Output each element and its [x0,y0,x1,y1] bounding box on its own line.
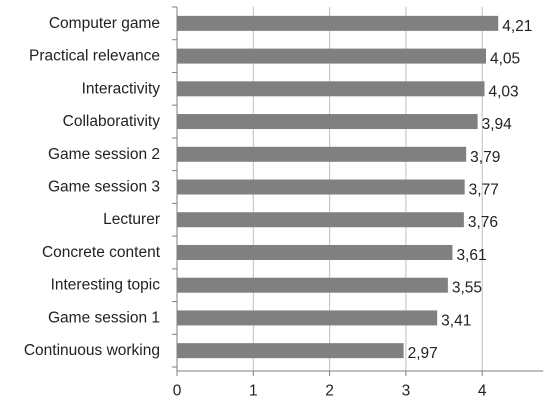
bar [177,114,478,130]
bar [177,343,404,359]
bar [177,179,465,195]
category-label: Lecturer [103,211,160,228]
bar [177,81,485,97]
bar [177,310,438,326]
bars [177,15,499,359]
category-label: Computer game [49,15,160,32]
category-label: Game session 3 [48,179,160,196]
value-label: 3,41 [441,312,471,329]
x-tick-label: 1 [249,383,258,400]
bar [177,277,448,293]
value-label: 4,21 [502,18,532,35]
bar [177,212,464,228]
category-label: Collaborativity [63,113,161,130]
category-label: Practical relevance [29,48,160,65]
category-label: Game session 1 [48,309,160,326]
x-tick-label: 0 [173,383,182,400]
bar [177,48,487,64]
value-label: 3,76 [468,214,498,231]
category-label: Game session 2 [48,146,160,163]
bar [177,146,467,162]
value-label: 3,77 [469,182,499,199]
axes [172,6,544,376]
value-label: 4,05 [490,51,520,68]
bar [177,15,499,31]
category-label: Interactivity [82,80,161,97]
bar [177,244,453,260]
x-tick-label: 3 [402,383,411,400]
x-tick-labels: 0 1 2 3 4 [173,383,487,400]
value-label: 3,79 [470,149,500,166]
x-tick-label: 2 [325,383,334,400]
value-label: 4,03 [488,83,518,100]
x-tick-label: 4 [478,383,487,400]
category-label: Interesting topic [51,277,161,294]
value-label: 3,94 [482,116,513,133]
category-labels: Computer game Practical relevance Interact… [24,15,161,359]
value-label: 3,55 [452,280,482,297]
value-label: 3,61 [456,247,486,264]
category-label: Continuous working [24,342,160,359]
value-labels: 4,21 4,05 4,03 3,94 3,79 3,77 3,76 3,61 3,55 3,41… [408,18,533,362]
value-label: 2,97 [408,345,438,362]
category-label: Concrete content [42,244,161,261]
